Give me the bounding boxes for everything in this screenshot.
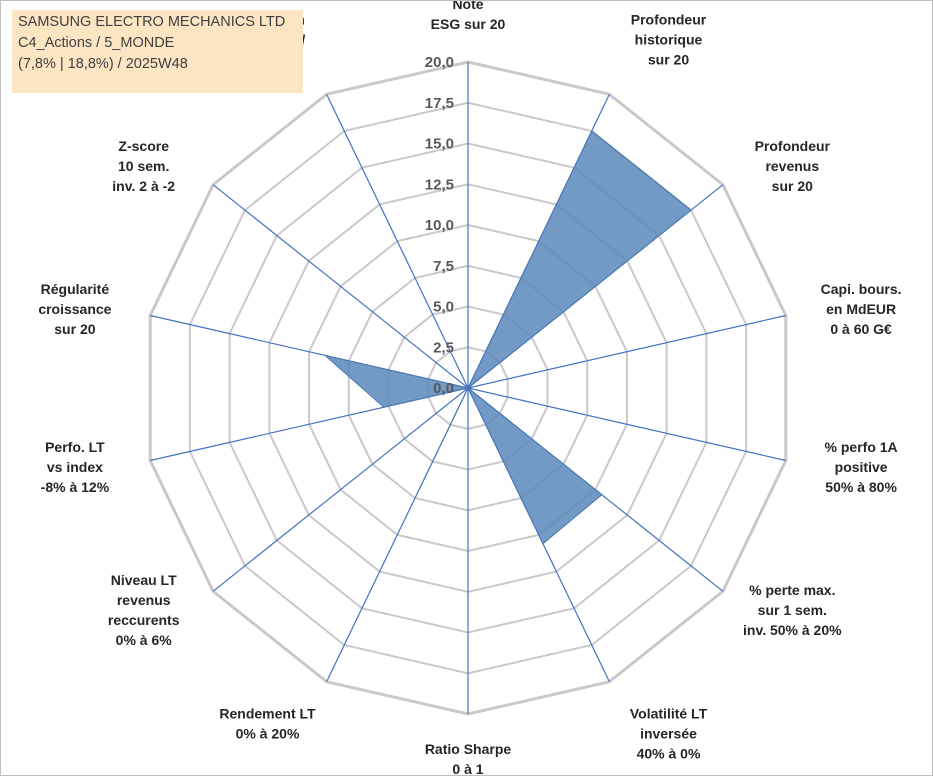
company-name: SAMSUNG ELECTRO MECHANICS LTD [18,14,286,30]
tick-label: 17,5 [425,95,454,112]
axis-label: Niveau LT revenus reccurents 0% à 6% [108,572,180,648]
axis-label: Perfo. LT vs index -8% à 12% [41,439,110,495]
axis-label: Capi. bours. en MdEUR 0 à 60 G€ [821,281,902,337]
axis-label: Volatilité LT inversée 40% à 0% [630,706,708,762]
tick-label: 20,0 [425,54,454,71]
axis-label: Profondeur revenus sur 20 [755,138,831,194]
axis-label: Ratio Sharpe 0 à 1 [425,741,512,775]
axis-label: Note ESG sur 20 [431,1,506,32]
axis-label: Rendement LT 0% à 20% [219,706,316,742]
period-label: (7,8% | 18,8%) / 2025W48 [18,56,188,72]
axis-spoke [326,94,469,389]
radar-series [324,130,692,545]
radial-tick-labels: 0,0 2,5 5,0 7,5 10,0 12,5 15,0 17,5 20,0 [425,54,454,397]
category-label: C4_Actions / 5_MONDE [18,35,175,51]
axis-label: Z-score 10 sem. inv. 2 à -2 [112,138,175,194]
axis-label: % perfo 1A positive 50% à 80% [825,439,898,495]
axis-spoke [212,387,469,592]
axis-spoke [212,184,469,389]
tick-label: 2,5 [433,339,454,356]
tick-label: 0,0 [433,380,454,397]
series-area [324,130,692,545]
tick-label: 12,5 [425,176,454,193]
tick-label: 5,0 [433,299,454,316]
axis-label: Régularité croissance sur 20 [38,281,111,337]
axis-label: Profondeur historique sur 20 [631,11,707,67]
tick-label: 10,0 [425,217,454,234]
tick-label: 15,0 [425,136,454,153]
axis-label: % perte max. sur 1 sem. inv. 50% à 20% [743,582,842,638]
axis-spoke [467,314,786,389]
tick-label: 7,5 [433,258,454,275]
axis-labels: Note ESG sur 20 Profondeur historique sur 20… [38,1,901,775]
info-box: SAMSUNG ELECTRO MECHANICS LTD C4_Actions… [12,10,303,93]
axis-spoke [467,387,786,462]
